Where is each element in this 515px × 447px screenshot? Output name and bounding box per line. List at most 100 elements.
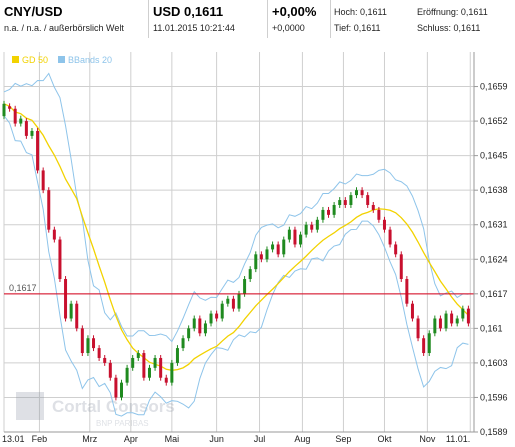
candle-body [13,108,17,124]
candle-body [2,103,6,117]
x-tick-label: Jul [254,434,266,444]
candle-body [338,200,342,205]
candle-body [366,195,370,205]
x-tick-label: Apr [124,434,138,444]
x-tick-label: Nov [419,434,436,444]
candle-body [237,293,241,309]
legend-swatch-bbands [58,56,65,63]
candle-body [175,348,179,363]
candle-body [24,121,28,136]
pair-title: CNY/USD [4,4,63,19]
legend-swatch-gd50 [12,56,19,63]
candle-body [315,219,319,230]
candle-body [131,357,135,368]
chart-legend: GD 50 BBands 20 [12,55,112,65]
candle-body [19,118,23,124]
candle-body [276,244,280,255]
candle-body [136,353,140,358]
candle-body [321,209,325,220]
change-cell: +0,00% +0,0000 [268,0,331,38]
price-cell: USD 0,1611 11.01.2015 10:21:44 [149,0,268,38]
y-tick-label: 0,1652 [480,116,508,126]
candle-body [355,190,358,196]
stats-cell: Hoch: 0,1611 Eröffnung: 0,1611 Tief: 0,1… [331,0,514,38]
candle-body [405,279,409,304]
candle-body [220,303,224,319]
candle-body [108,362,112,378]
candle-body [64,279,68,319]
x-tick-label: 13.01 [2,434,25,444]
y-tick-label: 0,1589 [480,427,508,437]
candle-body [394,244,398,255]
candle-body [30,130,34,136]
candle-body [86,338,90,354]
change-percent: +0,00% [272,4,317,19]
schluss-stat: Schluss: 0,1611 [417,23,480,33]
change-absolute: +0,0000 [272,23,305,33]
eroeffnung-stat: Eröffnung: 0,1611 [417,7,488,17]
candle-body [427,333,431,354]
candle-body [80,328,84,354]
candle-body [170,362,174,383]
pair-subtitle: n.a. / n.a. / außerbörslich Welt [4,23,124,33]
y-tick-label: 0,1603 [480,358,508,368]
candle-body [282,239,286,255]
candle-body [461,308,465,319]
x-axis: 13.01 Feb Mrz Apr Mai Jun Jul Aug Sep Okt Nov 11.01… [2,434,470,444]
reference-label: 0,1617 [9,283,37,293]
gd50-layer [3,103,469,371]
candle-body [382,219,386,230]
schluss-value: 0,1611 [453,23,481,33]
candle-body [332,204,336,215]
candle-body [153,357,157,368]
candle-body [371,204,375,210]
candle-body [203,323,207,334]
candle-body [114,377,118,398]
candle-body [293,229,297,245]
candle-body [343,200,347,205]
y-tick-label: 0,161 [480,323,503,333]
x-tick-label: Mrz [82,434,97,444]
candle-body [248,269,252,280]
candle-body [159,357,163,378]
x-tick-label: Sep [335,434,351,444]
candle-body [97,348,101,358]
eroeffnung-value: 0,1611 [460,7,488,17]
eroeffnung-label: Eröffnung: [417,7,459,17]
candle-body [410,303,414,319]
candle-body [47,190,51,230]
candle-body [142,353,146,378]
candle-body [181,338,185,349]
candle-body [349,195,353,205]
candle-body [52,229,56,240]
candle-body [69,303,73,319]
price-value: USD 0,1611 [153,4,224,19]
candle-body [8,106,12,109]
candle-body [444,313,448,329]
candle-body [377,209,381,220]
candle-body [450,313,454,324]
y-tick-label: 0,1631 [480,220,508,230]
y-tick-label: 0,1659 [480,82,508,92]
tief-value: 0,1611 [353,23,381,33]
candle-body [243,279,247,294]
candle-body [125,367,129,383]
candle-body [103,357,107,363]
price-timestamp: 11.01.2015 10:21:44 [153,23,235,33]
candle-body [422,338,426,354]
x-tick-label: 11.01. [446,434,470,444]
candle-body [209,313,213,324]
candle-body [147,367,151,378]
candle-body [36,130,40,171]
tief-stat: Tief: 0,1611 [334,23,381,33]
candle-body [327,209,331,215]
candle-body [265,249,269,260]
candle-body [41,170,45,191]
candle-body [304,224,308,235]
gd50-line [3,103,469,371]
candle-body [192,318,196,329]
candle-body [231,298,235,309]
x-tick-label: Jun [209,434,224,444]
candle-body [254,254,258,270]
